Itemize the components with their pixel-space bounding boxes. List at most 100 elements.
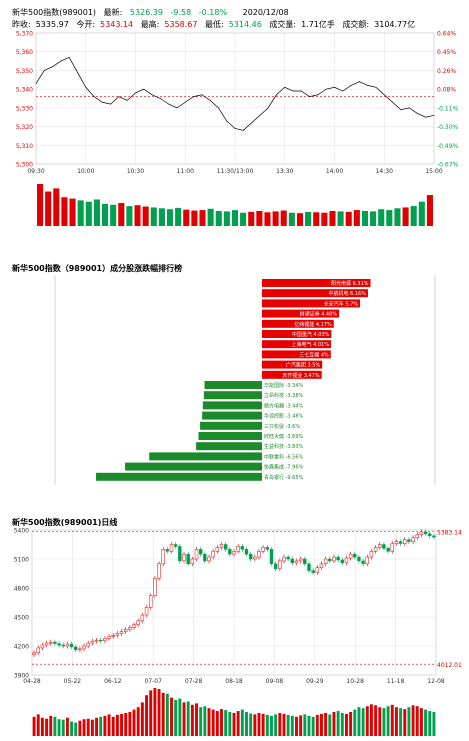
price-point — [159, 98, 161, 99]
volume-bar — [353, 709, 357, 736]
volume-bar — [103, 715, 107, 736]
daily-k-title: 新华500指数(989001)日线 — [12, 518, 118, 527]
price-point — [325, 88, 327, 90]
price-point — [309, 96, 311, 98]
candle-body — [332, 556, 336, 562]
candle-body — [228, 549, 232, 555]
price-point — [184, 101, 186, 103]
candle-body — [290, 558, 295, 564]
candle-body — [169, 544, 174, 552]
x-tick-label: 09-29 — [306, 678, 324, 685]
candle-body — [261, 547, 265, 552]
y-tick-right: 0.08% — [437, 87, 456, 94]
volume-bar — [245, 712, 248, 736]
volume-bar — [424, 709, 428, 736]
volume-bar — [223, 211, 230, 226]
candle-body — [128, 627, 132, 630]
volume-bar — [153, 688, 157, 736]
volume-bar — [296, 213, 304, 226]
volume-bar — [265, 714, 269, 736]
ranking-bar — [202, 401, 262, 410]
quote-header-line2: 昨收: 5335.97 今开: 5343.14 最高: 5358.67 最低: 5314… — [12, 19, 420, 30]
volume-bar — [36, 714, 40, 736]
price-point — [52, 66, 53, 68]
x-tick-label: 07-28 — [185, 678, 203, 685]
volume-bar — [337, 211, 344, 226]
volume-bar — [410, 206, 417, 226]
price-point — [358, 81, 360, 83]
candle-body — [178, 546, 182, 562]
volume-bar — [128, 712, 132, 736]
volume-bar — [186, 701, 190, 736]
x-tick-label: 14:30 — [376, 168, 393, 175]
ranking-label: 中联重科 -6.56% — [264, 453, 304, 460]
volume-bar — [228, 712, 232, 736]
candle-body — [61, 644, 65, 647]
ranking-chart: 阳光电源 6.31% 中航机电 6.16% 长安汽车 5.7% 财通证券 4.48% 亿… — [54, 275, 436, 485]
volume-bar — [120, 713, 124, 736]
volume-bar — [195, 703, 198, 736]
volume-bar — [70, 721, 74, 736]
ranking-label: 中国重汽 4.03% — [292, 331, 330, 338]
ranking-label: 立昂科技 -3.38% — [264, 392, 304, 399]
candle-body — [148, 595, 153, 608]
volume-bar — [45, 191, 52, 226]
candle-body — [140, 614, 145, 622]
candle-body — [190, 558, 195, 565]
volume-bar — [150, 207, 157, 226]
ranking-bar — [203, 391, 262, 400]
volume-bar — [211, 709, 215, 736]
ranking-bar — [198, 432, 262, 440]
candle-body — [69, 643, 74, 648]
volume-bar — [415, 706, 419, 736]
latest-value: 5326.39 — [129, 8, 163, 17]
candle-body — [78, 648, 82, 651]
volume-bar — [399, 708, 403, 736]
candle-body — [398, 541, 403, 544]
candle-body — [74, 646, 78, 651]
volume-bar — [126, 206, 133, 226]
open-value: 5343.14 — [100, 20, 134, 29]
volume-bar — [382, 708, 386, 736]
ranking-label: 青岛银行 -9.65% — [264, 474, 304, 481]
volume-bar — [49, 715, 53, 736]
volume-bar — [253, 714, 257, 736]
price-point — [226, 120, 228, 122]
candle-body — [99, 639, 103, 642]
ranking-label: 亿纬锂能 4.17% — [294, 321, 332, 328]
volume-bar — [183, 209, 190, 226]
volume-bar — [85, 201, 92, 226]
price-point — [60, 60, 62, 62]
candle-body — [203, 553, 207, 562]
price-point — [383, 94, 385, 96]
price-point — [392, 101, 393, 103]
ranking-bar — [262, 330, 332, 338]
price-point — [276, 94, 277, 96]
candle-body — [378, 544, 382, 548]
volume-bar — [107, 714, 111, 736]
candle-body — [257, 551, 261, 558]
prev-close-label: 昨收: — [12, 20, 31, 29]
volume-bar — [166, 209, 174, 226]
ranking-label: 中航机电 6.16% — [328, 290, 366, 297]
volume-bar — [69, 198, 76, 226]
volume-bar — [307, 715, 311, 736]
min-label: 4012.01 — [437, 662, 462, 669]
volume-bar — [136, 707, 140, 736]
candle-body — [182, 553, 186, 562]
volume-bar — [45, 718, 49, 736]
ranking-label: 三只松鼠 -3.6% — [264, 423, 300, 430]
volume-bar — [315, 714, 319, 736]
candle-body — [282, 556, 286, 562]
x-tick-label: 08-18 — [225, 678, 243, 685]
volume-bar — [174, 700, 178, 736]
candle-body — [419, 531, 424, 536]
price-point — [342, 90, 344, 92]
candle-body — [211, 551, 215, 558]
price-point — [284, 86, 286, 88]
ranking-bar — [262, 370, 322, 379]
candle-body — [353, 553, 357, 558]
price-point — [93, 96, 95, 98]
candle-body — [215, 547, 220, 552]
